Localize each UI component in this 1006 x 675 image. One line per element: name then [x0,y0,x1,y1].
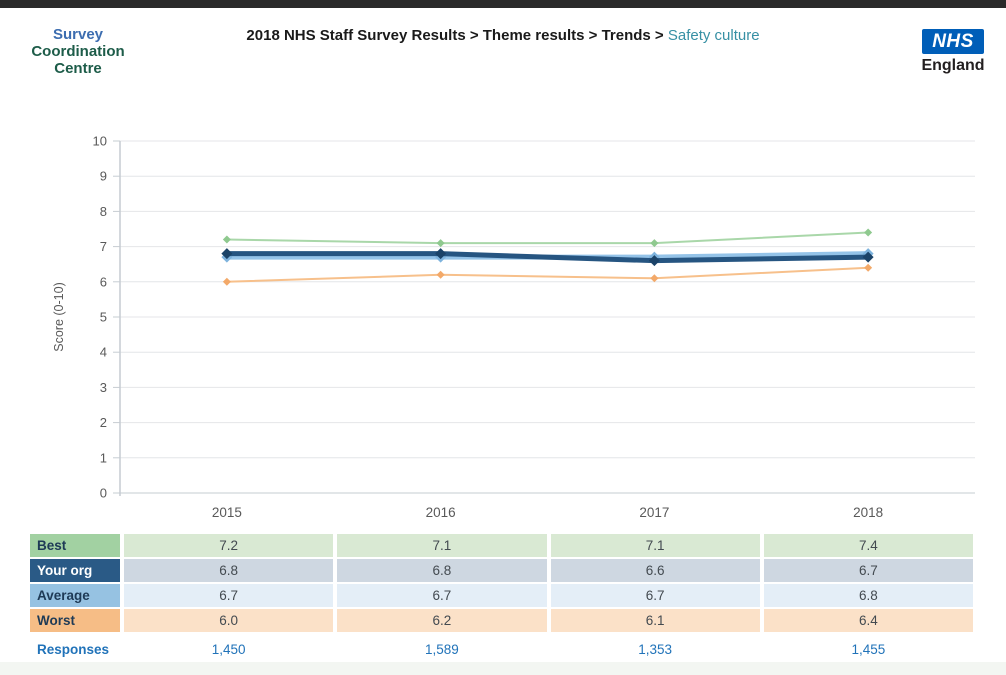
average-value-2018: 6.8 [763,584,973,607]
row-header-your-org: Your org [30,559,120,582]
row-header-responses: Responses [37,642,110,657]
table-row-best: Best 7.2 7.1 7.1 7.4 [30,534,973,557]
y-tick-label: 3 [100,380,107,395]
trend-line-chart: 0 1 2 3 4 5 6 7 8 9 10 Score (0-10) 2015 2016 2017 2018 [52,134,975,520]
series-marker-your-org [435,248,447,260]
worst-value-2016: 6.2 [337,609,547,632]
row-header-worst: Worst [30,609,120,632]
series-marker-worst [650,274,659,283]
table-row-worst: Worst 6.0 6.2 6.1 6.4 [30,609,973,632]
best-value-2015: 7.2 [124,534,334,557]
logo-text-survey: Survey [52,26,104,43]
series-line-worst [226,266,869,283]
best-value-2018: 7.4 [763,534,973,557]
x-tick-label: 2017 [639,505,669,520]
y-tick-label: 10 [93,134,107,149]
y-tick-label: 5 [100,310,107,325]
your-org-value-2015: 6.8 [124,559,334,582]
breadcrumb-current-page: Safety culture [667,27,760,44]
logo-text-coordination: Coordination [31,43,125,60]
breadcrumb-path: 2018 NHS Staff Survey Results > Theme re… [246,27,668,44]
table-row-responses: Responses 1,450 1,589 1,353 1,455 [30,638,973,661]
series-marker-worst [864,263,873,272]
y-tick-label: 7 [100,239,107,254]
series-marker-your-org [648,255,660,267]
y-tick-label: 2 [100,415,107,430]
y-tick-label: 4 [100,345,107,360]
x-tick-label: 2015 [212,505,242,520]
x-tick-label: 2016 [426,505,456,520]
nhs-england-logo: NHS England [921,29,985,75]
y-tick-label: 9 [100,169,107,184]
series-marker-worst [436,270,445,279]
worst-value-2017: 6.1 [550,609,760,632]
worst-value-2018: 6.4 [763,609,973,632]
best-value-2017: 7.1 [550,534,760,557]
window-top-bar [0,0,1006,8]
page-bottom-strip [0,662,1006,675]
y-tick-label: 0 [100,486,107,501]
average-value-2017: 6.7 [550,584,760,607]
row-header-average: Average [30,584,120,607]
y-tick-label: 6 [100,274,107,289]
nhs-logo-box: NHS [922,29,984,54]
series-line-your-org [226,251,869,264]
y-tick-label: 1 [100,450,107,465]
row-header-best: Best [30,534,120,557]
series-line-best [226,231,869,245]
table-row-average: Average 6.7 6.7 6.7 6.8 [30,584,973,607]
worst-value-2015: 6.0 [124,609,334,632]
your-org-value-2017: 6.6 [550,559,760,582]
responses-value-2015: 1,450 [211,642,246,657]
series-marker-best [650,239,659,248]
series-marker-best [864,228,873,237]
best-value-2016: 7.1 [337,534,547,557]
breadcrumb: 2018 NHS Staff Survey Results > Theme re… [0,27,1006,44]
survey-coordination-centre-logo: Survey Coordination Centre [20,26,136,77]
trend-data-table: Best 7.2 7.1 7.1 7.4 Your org 6.8 6.8 6.… [30,534,973,663]
x-tick-label: 2018 [853,505,883,520]
table-row-your-org: Your org 6.8 6.8 6.6 6.7 [30,559,973,582]
y-tick-label: 8 [100,204,107,219]
your-org-value-2016: 6.8 [337,559,547,582]
series-marker-best [436,239,445,248]
series-marker-your-org [862,251,874,263]
responses-value-2017: 1,353 [638,642,673,657]
series-marker-best [222,235,231,244]
average-value-2015: 6.7 [124,584,334,607]
logo-text-centre: Centre [54,60,102,77]
y-axis-title: Score (0-10) [52,282,66,351]
average-value-2016: 6.7 [337,584,547,607]
series-marker-worst [222,277,231,286]
responses-value-2018: 1,455 [851,642,886,657]
responses-value-2016: 1,589 [424,642,459,657]
your-org-value-2018: 6.7 [763,559,973,582]
nhs-logo-region: England [921,57,985,74]
series-marker-your-org [221,248,233,260]
